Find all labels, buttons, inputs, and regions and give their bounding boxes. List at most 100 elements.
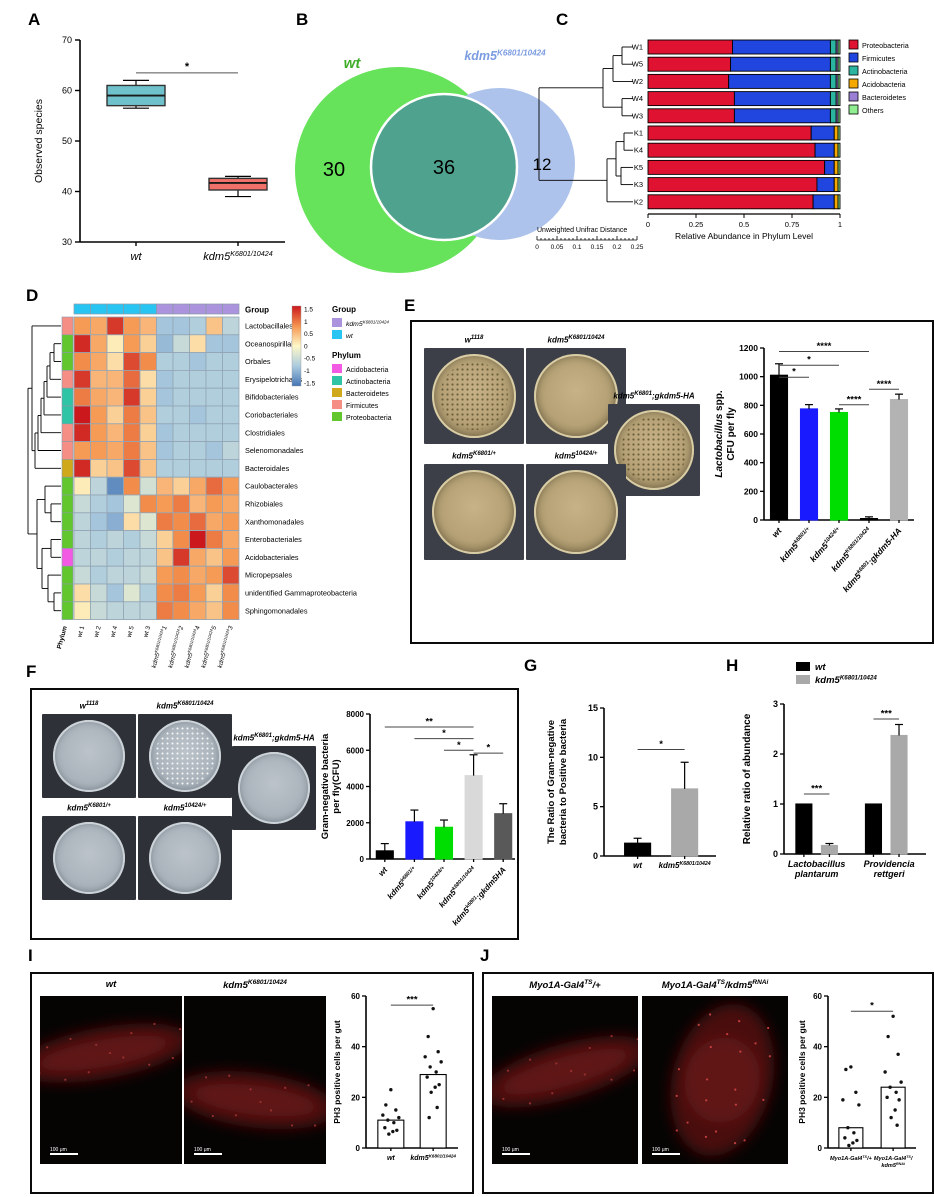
- svg-text:Bacteroidales: Bacteroidales: [245, 464, 290, 473]
- svg-text:4000: 4000: [346, 783, 364, 792]
- svg-text:1: 1: [773, 799, 778, 809]
- svg-text:20: 20: [351, 1093, 360, 1102]
- panel-i-label: I: [28, 946, 33, 965]
- svg-text:0: 0: [304, 343, 308, 350]
- svg-text:Actinobacteria: Actinobacteria: [346, 379, 390, 386]
- petri-dish: [53, 822, 125, 894]
- svg-text:0.15: 0.15: [591, 244, 604, 251]
- svg-text:40: 40: [351, 1043, 360, 1052]
- petri-dish: [149, 822, 221, 894]
- svg-text:50: 50: [62, 136, 72, 146]
- svg-text:1.5: 1.5: [304, 307, 313, 314]
- gram-ratio-bar-chart: 0 5 10 15 The Ratio of Gram-negative bacteria…: [546, 703, 716, 870]
- svg-text:2: 2: [773, 749, 778, 759]
- petri-dish-label: kdm5K6801/+: [452, 451, 496, 461]
- petri-dish: [614, 410, 694, 490]
- svg-text:Unweighted Unifrac Distance: Unweighted Unifrac Distance: [537, 227, 627, 234]
- svg-text:0.05: 0.05: [551, 244, 564, 251]
- svg-text:unidentified Gammaproteobacter: unidentified Gammaproteobacteria: [245, 589, 358, 598]
- order-level-heatmap: Group Lactobacillales Oceanospirillales Orb…: [27, 303, 392, 668]
- svg-text:kdm5K6801/104243: kdm5K6801/104243: [215, 624, 234, 668]
- svg-text:Acidobacteriales: Acidobacteriales: [245, 553, 299, 562]
- panel-b-label: B: [296, 10, 309, 29]
- svg-text:Relative Abundance in Phylum L: Relative Abundance in Phylum Level: [675, 231, 813, 241]
- ph3-cells-chart-j: 0 20 40 60 PH3 positive cells per gut Myo1A-G…: [797, 992, 916, 1169]
- svg-text:400: 400: [744, 458, 758, 468]
- svg-text:*: *: [487, 743, 491, 754]
- micrograph-label: Myo1A-Gal4TS/+: [529, 979, 601, 992]
- svg-text:Myo1A-Gal4TS/+: Myo1A-Gal4TS/+: [830, 1155, 873, 1162]
- svg-text:W3: W3: [632, 111, 643, 120]
- petri-dish-label: kdm5K6801;gkdm5-HA: [233, 733, 315, 743]
- petri-dish: [534, 470, 618, 554]
- svg-text:K5: K5: [634, 163, 643, 172]
- svg-text:3: 3: [773, 699, 778, 709]
- svg-text:Phylum: Phylum: [56, 625, 69, 650]
- svg-text:wt: wt: [387, 1155, 395, 1162]
- svg-text:36: 36: [433, 157, 455, 179]
- svg-text:100 μm: 100 μm: [194, 1147, 211, 1153]
- svg-text:*: *: [659, 739, 663, 750]
- svg-text:K1: K1: [634, 129, 643, 138]
- svg-text:Bifidobacteriales: Bifidobacteriales: [245, 393, 299, 402]
- micrograph-label: Myo1A-Gal4TS/kdm5RNAi: [661, 979, 769, 992]
- svg-text:kdm5k6801/+: kdm5k6801/+: [386, 865, 419, 901]
- svg-text:70: 70: [62, 35, 72, 45]
- svg-text:wt 1: wt 1: [76, 625, 86, 639]
- svg-text:K3: K3: [634, 180, 643, 189]
- svg-text:20: 20: [813, 1093, 822, 1102]
- panel-f-label: F: [26, 662, 37, 681]
- svg-text:-0.5: -0.5: [304, 356, 316, 363]
- svg-text:wt: wt: [377, 865, 390, 878]
- svg-text:30: 30: [62, 237, 72, 247]
- micrograph-label: wt: [105, 979, 117, 990]
- svg-text:kdm5K6801/104244: kdm5K6801/104244: [182, 624, 201, 668]
- svg-text:Providencia: Providencia: [864, 859, 915, 869]
- svg-text:***: ***: [881, 709, 892, 720]
- svg-text:kdm5K6801/10424: kdm5K6801/10424: [464, 48, 546, 63]
- svg-text:kdm5k6801;gkdm5-HA: kdm5k6801;gkdm5-HA: [841, 526, 904, 594]
- svg-text:0.25: 0.25: [631, 244, 644, 251]
- svg-text:kdm5RNAi: kdm5RNAi: [881, 1162, 905, 1169]
- svg-text:****: ****: [817, 341, 832, 352]
- svg-text:Caulobacterales: Caulobacterales: [245, 482, 298, 491]
- bacterial-colonies: [439, 361, 509, 431]
- svg-text:Selenomonadales: Selenomonadales: [245, 446, 304, 455]
- svg-text:-1: -1: [304, 368, 310, 375]
- panel-g-label: G: [524, 656, 538, 675]
- svg-text:wt: wt: [344, 55, 362, 72]
- svg-text:1: 1: [838, 220, 842, 229]
- svg-text:Orbales: Orbales: [245, 357, 271, 366]
- petri-dish-label: w1118: [464, 335, 484, 345]
- svg-text:kdm5K6801/10424: kdm5K6801/10424: [815, 674, 877, 686]
- petri-dish: [432, 470, 516, 554]
- svg-text:kdm5K6801/104242: kdm5K6801/104242: [166, 624, 185, 668]
- svg-text:***: ***: [811, 784, 822, 795]
- svg-text:5: 5: [593, 802, 598, 812]
- petri-dish-photo: [424, 464, 524, 560]
- fluorescence-micrograph: 100 μm: [492, 996, 638, 1164]
- svg-text:Relative ratio of abundance: Relative ratio of abundance: [742, 713, 753, 844]
- svg-text:wt 5: wt 5: [126, 625, 136, 639]
- petri-dish-label: kdm5K6801;gkdm5-HA: [613, 391, 695, 401]
- svg-text:Proteobacteria: Proteobacteria: [862, 41, 909, 50]
- svg-text:40: 40: [813, 1043, 822, 1052]
- svg-text:6000: 6000: [346, 746, 364, 755]
- svg-text:0.25: 0.25: [689, 220, 704, 229]
- svg-text:8000: 8000: [346, 710, 364, 719]
- petri-dish-photo: [42, 816, 136, 900]
- svg-text:2000: 2000: [346, 819, 364, 828]
- svg-text:CFU per fly: CFU per fly: [726, 407, 737, 461]
- svg-text:*: *: [185, 61, 190, 73]
- fluorescence-micrograph: 100 μm: [642, 996, 788, 1164]
- svg-text:Bacteroidetes: Bacteroidetes: [862, 93, 906, 102]
- svg-text:12: 12: [533, 155, 552, 174]
- petri-dish: [534, 354, 618, 438]
- svg-text:kdm5K6801/104245: kdm5K6801/104245: [199, 624, 218, 668]
- venn-diagram: 30 36 12 wt kdm5K6801/10424: [295, 48, 575, 273]
- svg-text:Group: Group: [245, 306, 269, 315]
- svg-text:PH3 positive cells per gut: PH3 positive cells per gut: [332, 1020, 342, 1124]
- svg-text:Firmicutes: Firmicutes: [346, 403, 379, 410]
- svg-text:Lactobacillus: Lactobacillus: [788, 859, 846, 869]
- observed-species-boxplot: 30 40 50 60 70 Observed species wt kdm5K6801/10…: [33, 35, 285, 263]
